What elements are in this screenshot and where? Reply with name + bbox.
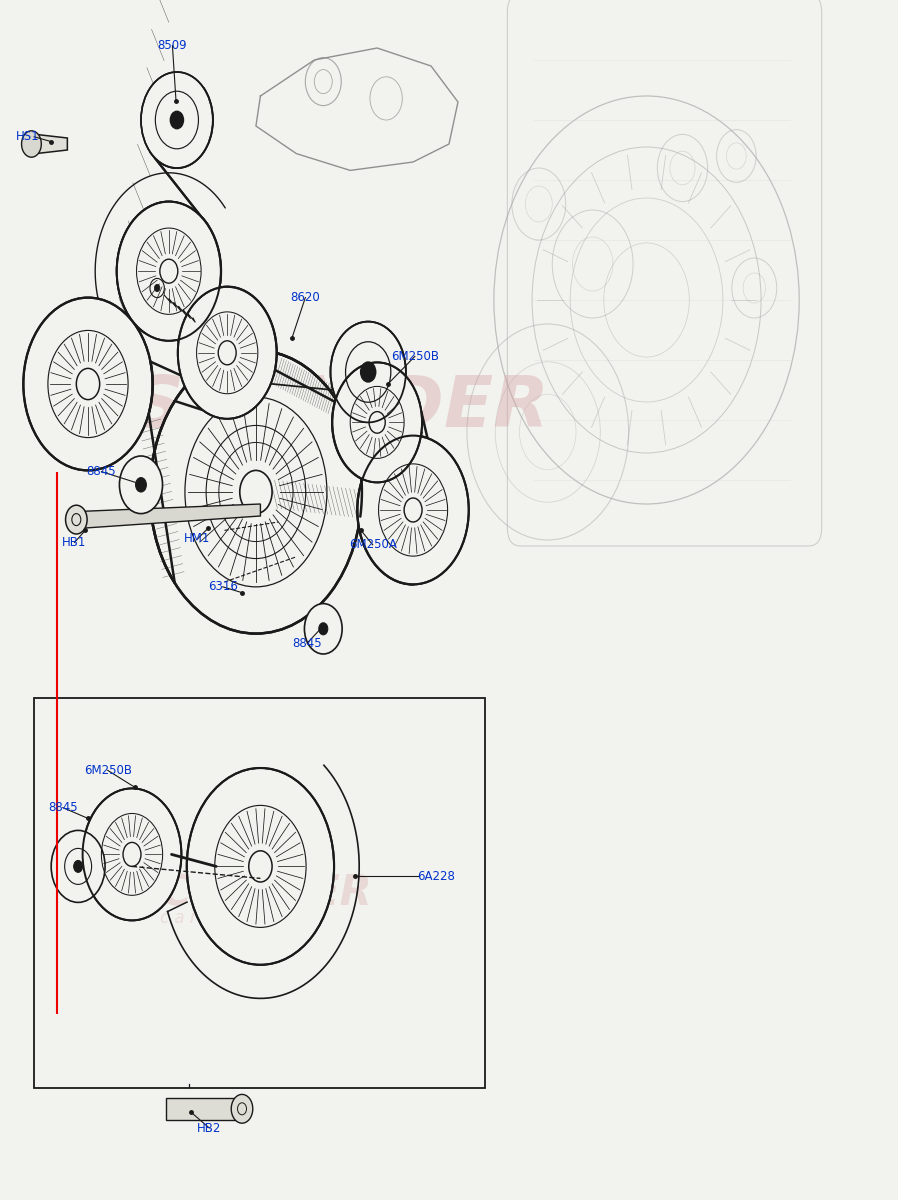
Text: SCHNIDER: SCHNIDER [132, 373, 550, 443]
FancyBboxPatch shape [507, 0, 822, 546]
Text: 8845: 8845 [48, 802, 77, 814]
Circle shape [178, 287, 277, 419]
Text: 8509: 8509 [158, 40, 187, 52]
Text: HB2: HB2 [197, 1122, 222, 1134]
Circle shape [330, 322, 406, 422]
Circle shape [150, 350, 362, 634]
Circle shape [171, 112, 183, 128]
Text: 6316: 6316 [207, 581, 238, 593]
Text: HB1: HB1 [62, 536, 87, 548]
Text: HM1: HM1 [184, 533, 211, 545]
Text: 8620: 8620 [290, 292, 321, 304]
Circle shape [66, 505, 87, 534]
Text: 6M250A: 6M250A [348, 539, 397, 551]
Circle shape [22, 131, 41, 157]
Text: HS1: HS1 [16, 131, 40, 143]
Text: 6M250B: 6M250B [84, 764, 132, 776]
Circle shape [319, 623, 328, 635]
Circle shape [119, 456, 163, 514]
Circle shape [304, 604, 342, 654]
Circle shape [332, 362, 422, 482]
Text: 8845: 8845 [293, 637, 321, 649]
Text: c a r   r e p a i r: c a r r e p a i r [161, 910, 288, 926]
Bar [34, 698, 485, 1088]
Circle shape [83, 788, 181, 920]
Circle shape [136, 478, 146, 492]
Polygon shape [85, 504, 260, 528]
Circle shape [187, 768, 334, 965]
Circle shape [51, 830, 105, 902]
Circle shape [357, 436, 469, 584]
Text: 8845: 8845 [87, 466, 116, 478]
Text: c a r   r e p a i r: c a r r e p a i r [207, 430, 422, 458]
Circle shape [361, 362, 375, 382]
Circle shape [74, 860, 83, 872]
Circle shape [154, 284, 160, 292]
Circle shape [117, 202, 221, 341]
Text: SCHNIDER: SCHNIDER [131, 874, 372, 914]
Circle shape [141, 72, 213, 168]
Polygon shape [36, 134, 67, 154]
Circle shape [23, 298, 153, 470]
Bar [165, 1098, 242, 1120]
Text: 6M250B: 6M250B [391, 350, 439, 362]
Text: 6A228: 6A228 [418, 870, 455, 882]
Circle shape [231, 1094, 253, 1123]
